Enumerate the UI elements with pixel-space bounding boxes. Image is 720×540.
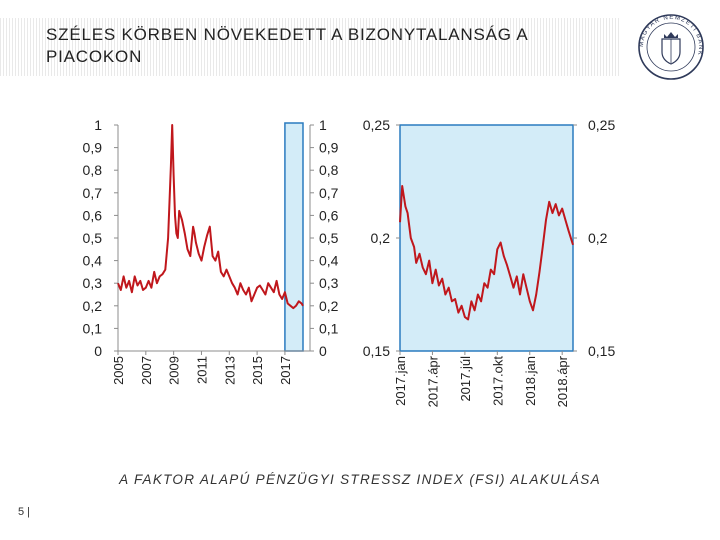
y-tick-label: 0,4 <box>319 253 339 269</box>
x-tick-label: 2017.júl <box>458 356 473 402</box>
y-tick-label: 0,3 <box>83 275 103 291</box>
x-tick-label: 2013 <box>222 356 237 385</box>
y-tick-label: 0,6 <box>83 207 103 223</box>
x-tick-label: 2018.jan <box>523 356 538 406</box>
y-tick-label: 0,15 <box>363 343 390 359</box>
y-tick-label: 0,2 <box>588 230 608 246</box>
y-tick-label: 0,6 <box>319 207 339 223</box>
fsi-zoom-series-line <box>399 185 574 321</box>
y-tick-label: 1 <box>319 117 327 133</box>
y-tick-label: 0,3 <box>319 275 339 291</box>
title-band <box>0 18 620 76</box>
y-tick-label: 0 <box>94 343 102 359</box>
x-tick-label: 2017.okt <box>490 356 505 406</box>
y-tick-label: 0,7 <box>319 185 339 201</box>
zoomed-fsi-chart: 0,15 0,15 0,2 0,2 0,25 0,25 2017.jan 2017.ápr 20… <box>363 117 616 407</box>
y-tick-label: 1 <box>94 117 102 133</box>
y-tick-label: 0,7 <box>83 185 103 201</box>
y-tick-label: 0,1 <box>319 320 339 336</box>
y-tick-label: 0,15 <box>588 343 615 359</box>
y-tick-label: 0,5 <box>83 230 103 246</box>
x-tick-label: 2017 <box>278 356 293 385</box>
chart-caption: A FAKTOR ALAPÚ PÉNZÜGYI STRESSZ INDEX (F… <box>119 472 601 487</box>
y-tick-label: 0,5 <box>319 230 339 246</box>
y-tick-label: 0,2 <box>83 298 103 314</box>
x-tick-label: 2011 <box>194 356 209 384</box>
y-tick-label: 0,8 <box>319 162 339 178</box>
y-tick-label: 0,25 <box>588 117 615 133</box>
y-tick-label: 0,9 <box>319 140 339 156</box>
y-tick-label: 0 <box>319 343 327 359</box>
y-tick-label: 0,9 <box>83 140 103 156</box>
x-tick-label: 2009 <box>167 356 182 385</box>
y-tick-label: 0,25 <box>363 117 390 133</box>
x-tick-label: 2005 <box>111 356 126 385</box>
central-bank-seal-icon: MAGYAR NEMZETI BANK <box>638 14 704 80</box>
x-tick-label: 2007 <box>139 356 154 385</box>
x-tick-label: 2015 <box>250 356 265 385</box>
fsi-series-line <box>117 124 304 310</box>
y-tick-label: 0,2 <box>319 298 339 314</box>
long-term-fsi-chart: 0 0 0,1 0,1 0,2 0,2 0,3 0,3 0,4 0,4 0,5 0,5 0,6 0,6 0,… <box>83 117 339 385</box>
x-tick-label: 2017.ápr <box>425 355 440 407</box>
zoom-panel <box>399 124 574 352</box>
x-tick-label: 2017.jan <box>393 356 408 406</box>
y-tick-label: 0,4 <box>83 253 103 269</box>
y-tick-label: 0,1 <box>83 320 103 336</box>
page-number: 5 | <box>18 506 31 518</box>
x-tick-label: 2018.ápr <box>555 355 570 407</box>
y-tick-label: 0,2 <box>371 230 391 246</box>
y-tick-label: 0,8 <box>83 162 103 178</box>
slide-title: SZÉLES KÖRBEN NÖVEKEDETT A BIZONYTALANSÁ… <box>46 25 528 66</box>
highlight-range <box>284 122 304 352</box>
